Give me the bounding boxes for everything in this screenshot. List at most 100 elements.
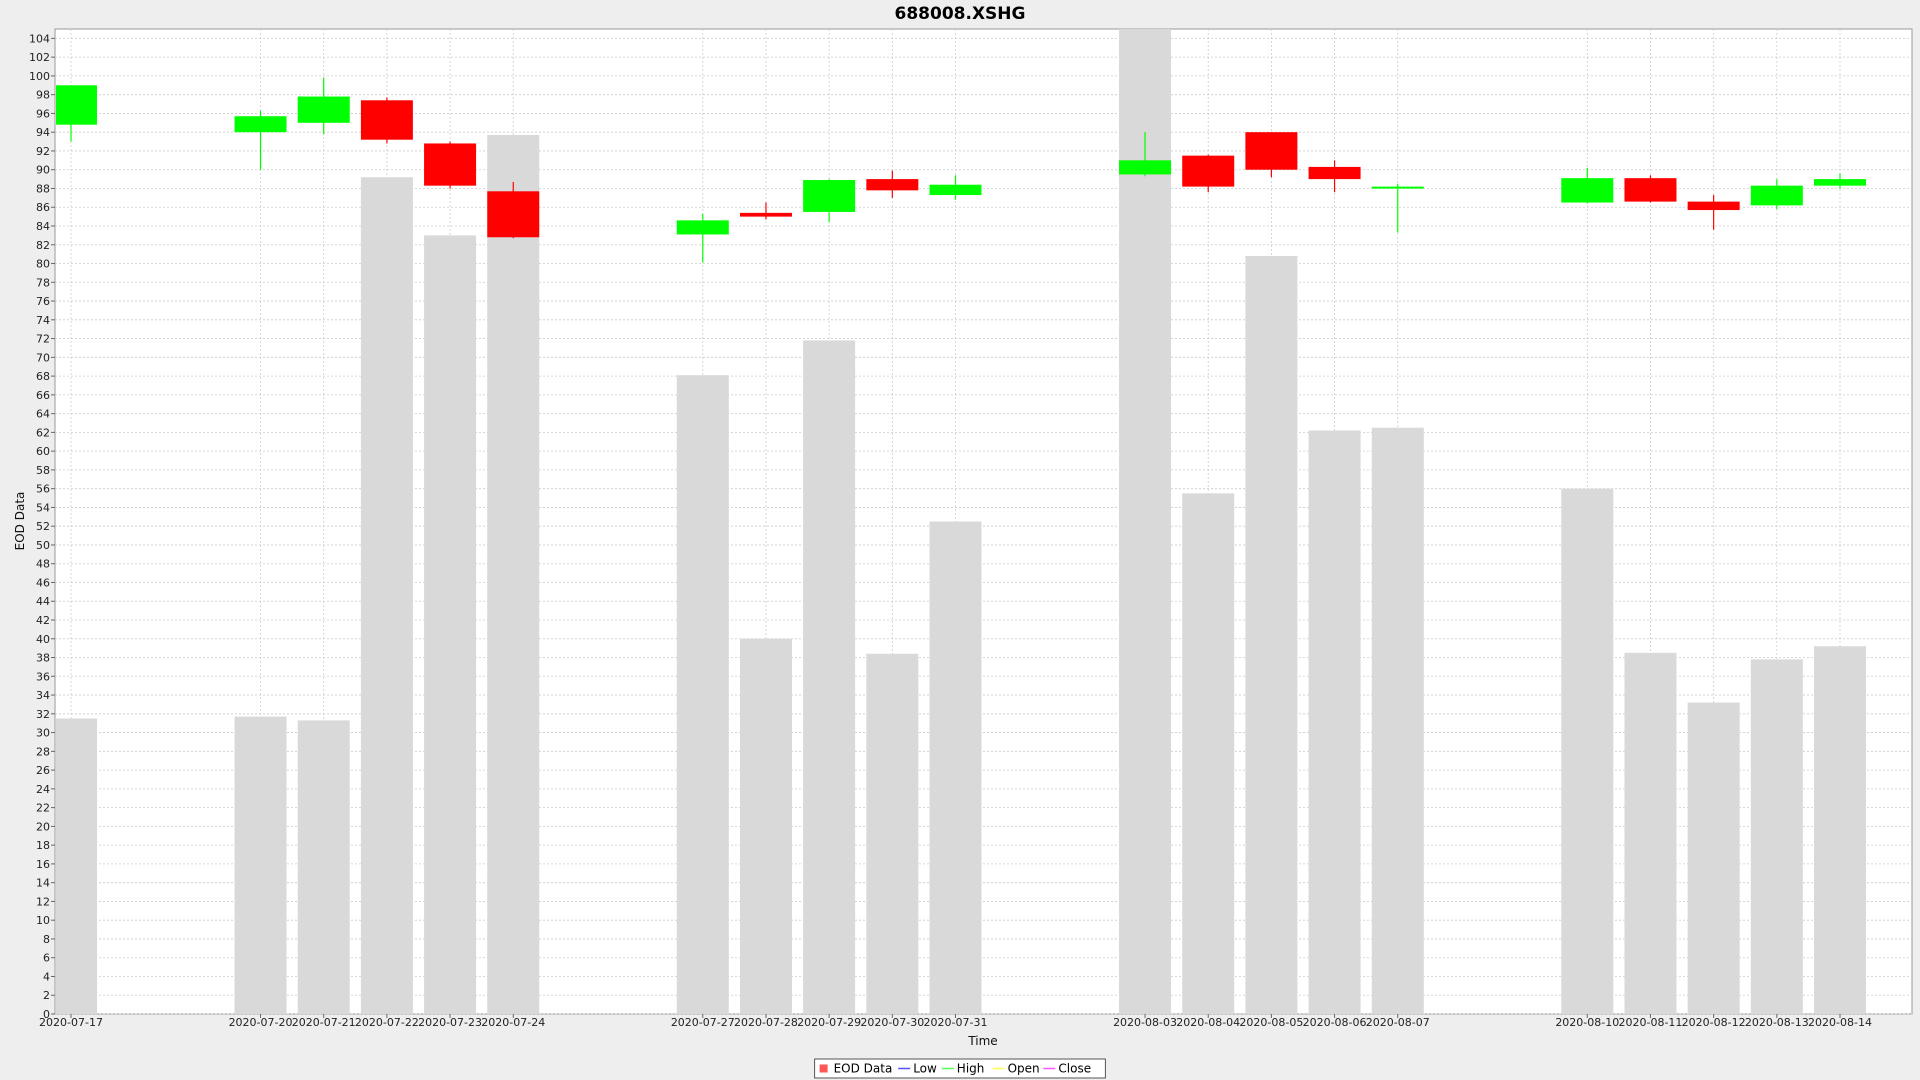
x-tick-label: 2020-08-03 xyxy=(1113,1016,1177,1029)
y-tick-label: 24 xyxy=(36,783,50,796)
x-tick-label: 2020-07-23 xyxy=(418,1016,482,1029)
legend: EOD Data Low High Open Close xyxy=(814,1058,1106,1079)
volume-bar xyxy=(1245,256,1298,1014)
y-tick-label: 30 xyxy=(36,727,50,740)
y-tick-label: 56 xyxy=(36,483,50,496)
y-tick-label: 76 xyxy=(36,295,50,308)
candle-body xyxy=(803,180,856,212)
volume-bar xyxy=(360,177,413,1014)
volume-bar xyxy=(676,375,729,1015)
x-axis-label: Time xyxy=(967,1034,997,1048)
y-tick-label: 82 xyxy=(36,239,50,252)
y-axis-label: EOD Data xyxy=(13,492,27,551)
y-tick-label: 88 xyxy=(36,182,50,195)
candle xyxy=(56,85,97,142)
x-tick-label: 2020-07-20 xyxy=(229,1016,293,1029)
volume-bars xyxy=(56,29,1866,1015)
chart-title: 688008.XSHG xyxy=(895,4,1026,24)
y-tick-label: 34 xyxy=(36,689,50,702)
x-tick-label: 2020-07-24 xyxy=(481,1016,545,1029)
volume-bar xyxy=(1624,652,1677,1014)
y-tick-label: 10 xyxy=(36,914,50,927)
x-tick-label: 2020-08-12 xyxy=(1682,1016,1746,1029)
y-tick-label: 28 xyxy=(36,745,50,758)
y-tick-label: 52 xyxy=(36,520,50,533)
y-tick-label: 50 xyxy=(36,539,50,552)
volume-bar xyxy=(1750,659,1803,1014)
y-tick-label: 44 xyxy=(36,595,50,608)
candle-body xyxy=(56,85,97,125)
y-axis: 0246810121416182022242628303234363840424… xyxy=(29,32,55,1021)
candles xyxy=(56,77,1866,263)
candle-body xyxy=(929,184,982,196)
y-tick-label: 0 xyxy=(43,1008,50,1021)
x-tick-label: 2020-07-31 xyxy=(924,1016,988,1029)
candle xyxy=(1561,167,1614,204)
y-tick-label: 100 xyxy=(29,70,50,83)
y-tick-label: 86 xyxy=(36,201,50,214)
y-tick-label: 90 xyxy=(36,164,50,177)
x-tick-label: 2020-07-29 xyxy=(797,1016,861,1029)
candle-body xyxy=(1119,160,1172,175)
legend-entry: High xyxy=(957,1062,985,1076)
candle-body xyxy=(297,96,350,123)
y-tick-label: 48 xyxy=(36,558,50,571)
y-tick-label: 84 xyxy=(36,220,50,233)
y-tick-label: 66 xyxy=(36,389,50,402)
candle xyxy=(424,141,477,189)
y-tick-label: 80 xyxy=(36,258,50,271)
y-tick-label: 4 xyxy=(43,970,50,983)
candle xyxy=(739,202,792,220)
x-tick-label: 2020-08-13 xyxy=(1745,1016,1809,1029)
candle-body xyxy=(1814,179,1866,186)
volume-bar xyxy=(1182,493,1235,1014)
candle xyxy=(1119,132,1172,177)
candle-body xyxy=(1182,155,1235,187)
candle xyxy=(1245,132,1298,178)
candle-body xyxy=(1687,201,1740,211)
y-tick-label: 92 xyxy=(36,145,50,158)
candle-body xyxy=(1308,166,1361,180)
candle xyxy=(1624,175,1677,203)
volume-bar xyxy=(424,235,477,1014)
y-tick-label: 104 xyxy=(29,32,50,45)
candle-body xyxy=(487,191,540,238)
legend-entry: Low xyxy=(913,1062,937,1076)
volume-bar xyxy=(1119,29,1172,1014)
y-tick-label: 60 xyxy=(36,445,50,458)
candle-body xyxy=(1371,186,1424,189)
x-tick-label: 2020-08-10 xyxy=(1555,1016,1619,1029)
legend-entry: Close xyxy=(1058,1062,1091,1076)
y-tick-label: 98 xyxy=(36,89,50,102)
x-tick-label: 2020-08-11 xyxy=(1618,1016,1682,1029)
y-tick-label: 40 xyxy=(36,633,50,646)
candle xyxy=(297,77,350,135)
y-tick-label: 46 xyxy=(36,576,50,589)
x-tick-label: 2020-07-21 xyxy=(292,1016,356,1029)
x-tick-label: 2020-08-06 xyxy=(1303,1016,1367,1029)
volume-bar xyxy=(866,653,919,1014)
y-tick-label: 64 xyxy=(36,408,50,421)
y-tick-label: 94 xyxy=(36,126,50,139)
y-tick-label: 12 xyxy=(36,895,50,908)
x-tick-label: 2020-08-04 xyxy=(1176,1016,1240,1029)
candle-body xyxy=(1750,185,1803,206)
y-tick-label: 74 xyxy=(36,314,50,327)
candle-body xyxy=(1245,132,1298,170)
y-tick-label: 96 xyxy=(36,107,50,120)
candle xyxy=(234,110,287,170)
legend-entry: EOD Data xyxy=(834,1062,893,1076)
legend-box xyxy=(814,1058,1106,1079)
x-tick-label: 2020-07-22 xyxy=(355,1016,419,1029)
volume-bar xyxy=(803,340,856,1014)
candle xyxy=(1308,160,1361,193)
volume-bar xyxy=(234,716,287,1014)
candle xyxy=(929,175,982,200)
volume-bar xyxy=(739,638,792,1014)
candle xyxy=(1687,195,1740,230)
candle xyxy=(1371,183,1424,233)
candle xyxy=(676,213,729,263)
x-tick-label: 2020-07-17 xyxy=(39,1016,103,1029)
volume-bar xyxy=(1371,427,1424,1014)
